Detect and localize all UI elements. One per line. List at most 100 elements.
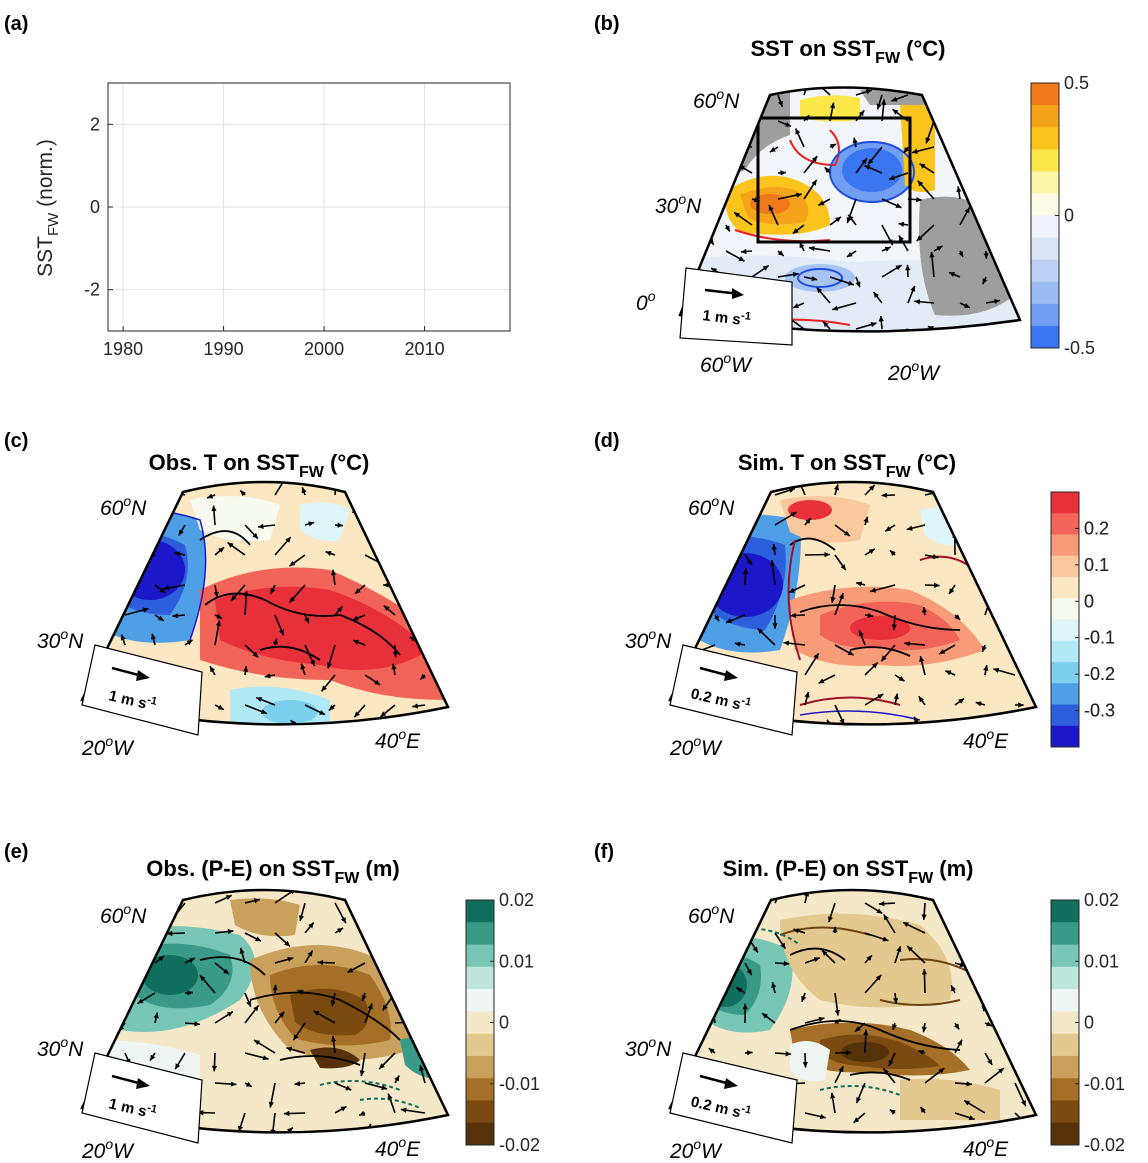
wind-arrow-head (313, 1010, 320, 1016)
wind-arrow (739, 524, 746, 545)
panel-b-lat-0: 0o (636, 288, 656, 315)
wind-arrow-head (838, 593, 844, 600)
wind-arrow (800, 723, 806, 725)
panel-c-title: Obs. T on SSTFW (°C) (149, 450, 370, 481)
colorbar-tick-label: -0.5 (1064, 338, 1095, 358)
wind-arrow-head (845, 1050, 852, 1056)
wind-arrow-head (1010, 592, 1016, 598)
wind-arrow-head (966, 1081, 973, 1087)
wind-arrow-head (362, 904, 368, 911)
wind-arrow (1006, 902, 1016, 908)
wind-arrow-head (230, 1081, 237, 1087)
wind-arrow (812, 87, 831, 96)
wind-arrow-head (905, 264, 911, 271)
wind-arrow-head (130, 482, 136, 485)
wind-arrow (1000, 169, 1013, 174)
wind-arrow-head (82, 670, 87, 676)
wind-arrow-head (833, 484, 839, 491)
wind-arrow-head (811, 276, 818, 282)
wind-arrow (140, 486, 156, 496)
panel-e-lon-40e: 40oE (375, 1134, 421, 1161)
wind-arrow (975, 108, 987, 122)
wind-arrow-head (746, 482, 752, 489)
wind-arrow (121, 992, 126, 1014)
colorbar-swatch (466, 1055, 494, 1079)
wind-arrow-head (725, 618, 732, 624)
wind-arrow (258, 735, 275, 750)
wind-arrow-head (780, 942, 786, 949)
wind-arrow (124, 930, 138, 934)
wind-arrow-head (108, 612, 114, 618)
wind-arrow-head (99, 960, 105, 966)
wind-arrow-head (994, 298, 1000, 304)
wind-arrow (895, 726, 896, 735)
wind-arrow (954, 929, 963, 934)
colorbar-tick-label: -0.3 (1084, 701, 1115, 721)
wind-arrow (871, 1142, 895, 1143)
wind-arrow (423, 914, 426, 934)
wind-arrow-head (1031, 922, 1036, 928)
wind-arrow-head (242, 666, 249, 672)
wind-arrow-head (746, 559, 752, 565)
wind-arrow-head (981, 482, 987, 485)
wind-arrow-head (150, 633, 156, 640)
wind-arrow-head (1008, 200, 1014, 207)
colorbar-swatch (1051, 640, 1079, 663)
wind-arrow-head (821, 950, 828, 956)
wind-arrow-head (925, 137, 931, 144)
wind-arrow-head (1015, 272, 1020, 278)
colorbar-tick-label: 0.01 (1084, 951, 1119, 971)
wind-arrow-head (360, 722, 366, 725)
wind-arrow-head (172, 613, 179, 619)
wind-arrow-head (884, 246, 891, 252)
wind-arrow-head (904, 147, 910, 154)
wind-arrow-head (949, 588, 955, 595)
wind-arrow-head (272, 984, 278, 991)
colorbar-tick-label: 0.01 (499, 951, 534, 971)
wind-arrow-head (383, 582, 389, 588)
wind-arrow (1011, 224, 1018, 246)
wind-arrow-head (990, 147, 997, 153)
wind-arrow-head (421, 914, 427, 921)
wind-arrow-head (738, 538, 745, 545)
wind-arrow-head (803, 1144, 808, 1150)
wind-arrow-head (330, 1035, 337, 1042)
y-tick-label: 0 (90, 197, 100, 217)
wind-arrow (723, 187, 727, 200)
wind-arrow-head (904, 641, 910, 647)
colorbar-swatch (1051, 577, 1079, 599)
colorbar-tick-label: -0.01 (499, 1074, 540, 1094)
wind-arrow-head (746, 969, 752, 976)
wind-arrow-head (689, 544, 696, 551)
colorbar-swatch (1051, 900, 1079, 923)
wind-arrow-head (752, 946, 758, 953)
colorbar-tick-label: -0.2 (1084, 664, 1115, 684)
wind-arrow (1014, 1051, 1022, 1054)
wind-arrow-head (694, 890, 701, 895)
wind-arrow-head (846, 251, 853, 257)
wind-arrow-head (708, 1048, 715, 1054)
wind-arrow-head (873, 292, 879, 298)
wind-arrow-head (934, 1155, 939, 1161)
wind-arrow-head (883, 1068, 889, 1075)
colorbar-tick-label: 0 (499, 1013, 509, 1033)
wind-arrow-head (981, 645, 987, 652)
wind-arrow (959, 94, 977, 111)
wind-arrow (1011, 272, 1020, 278)
wind-arrow (1011, 328, 1020, 332)
wind-arrow-head (92, 910, 98, 916)
wind-arrow-head (337, 606, 343, 613)
wind-arrow-head (954, 1023, 960, 1030)
wind-arrow (415, 510, 426, 526)
wind-arrow-head (670, 1076, 675, 1082)
wind-arrow-head (186, 639, 193, 646)
wind-arrow-head (858, 630, 864, 637)
wind-arrow (360, 721, 366, 725)
wind-arrow (305, 1134, 320, 1143)
panel-d-colorbar: 0.2 0.1 0 -0.1 -0.2 -0.3 (1050, 491, 1115, 748)
wind-arrow-head (902, 922, 909, 928)
wind-arrow-head (954, 143, 961, 149)
wind-arrow-head (957, 471, 962, 477)
wind-arrow-head (243, 590, 249, 597)
wind-arrow-head (898, 235, 904, 242)
